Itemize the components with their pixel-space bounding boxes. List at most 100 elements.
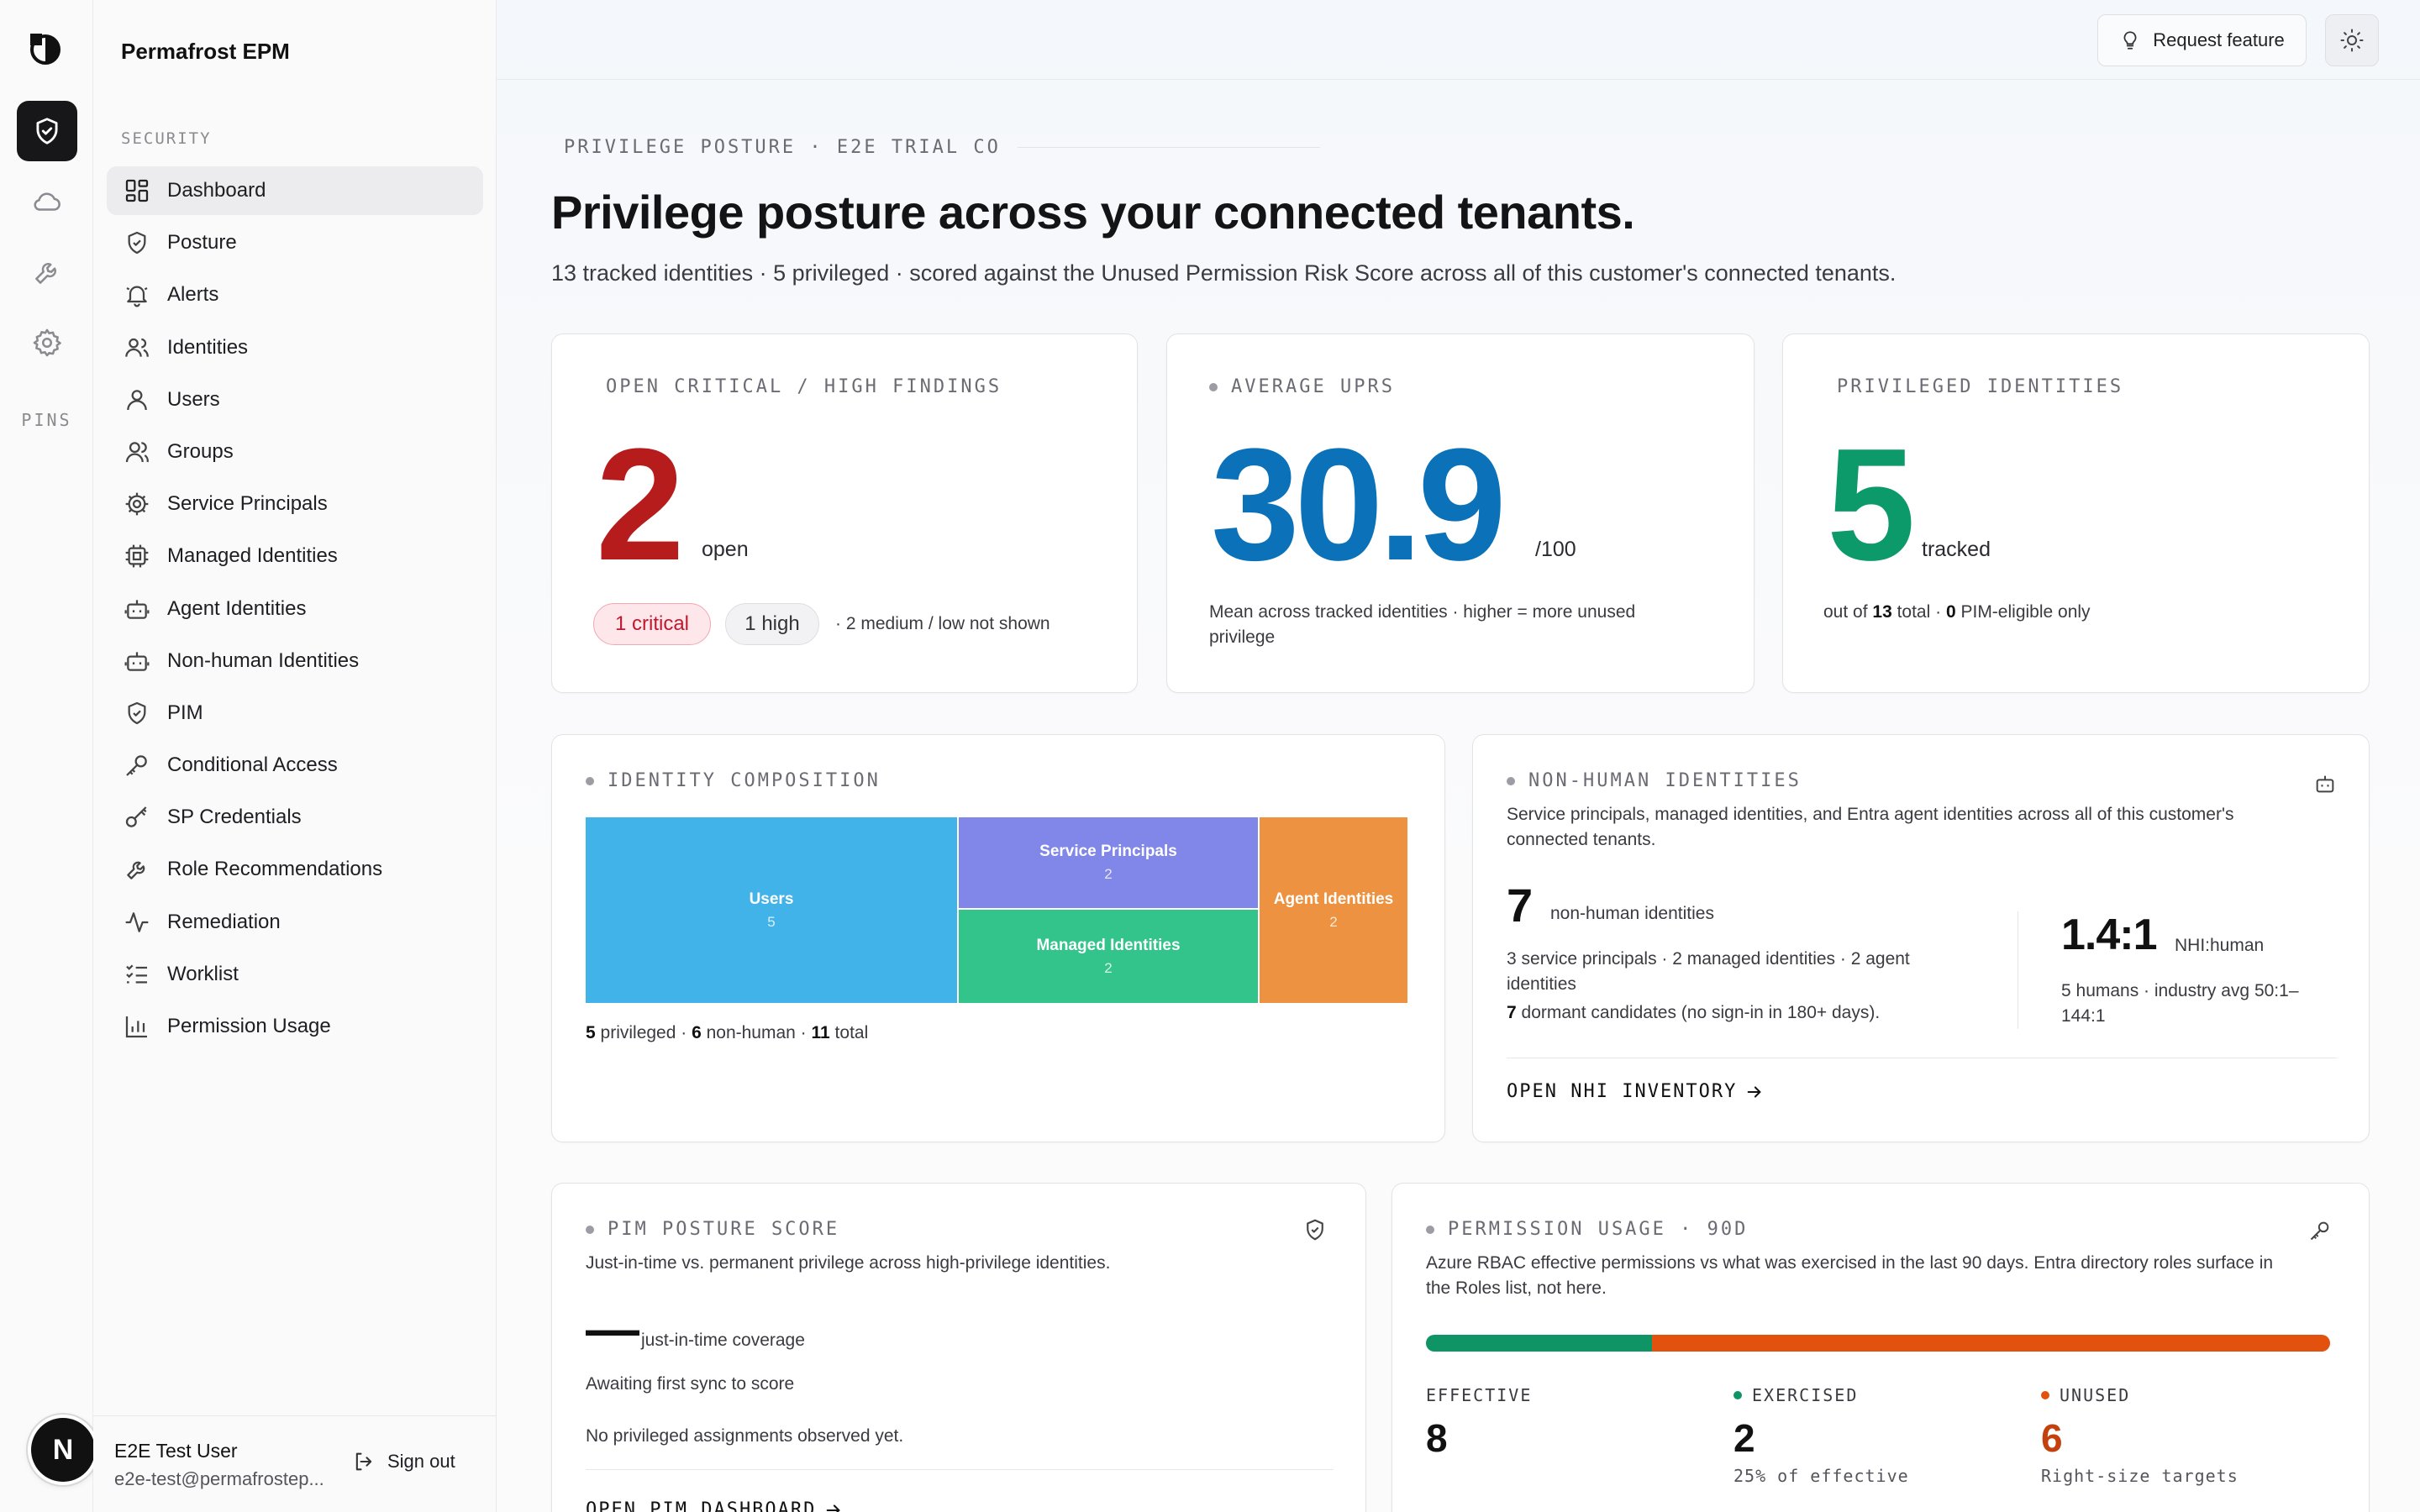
avatar[interactable]: N [31, 1418, 95, 1482]
list-checks-icon [126, 964, 147, 984]
composition-label-wrap: IDENTITY COMPOSITION [586, 770, 881, 791]
sidebar-item-dashboard[interactable]: Dashboard [107, 166, 483, 215]
sidebar: Permafrost EPM SECURITY Dashboard Postur… [93, 0, 497, 1512]
findings-note: · 2 medium / low not shown [835, 614, 1050, 633]
arrow-right-icon [1748, 1085, 1762, 1098]
sidebar-item-non-human-identities[interactable]: Non-human Identities [107, 637, 483, 685]
uprs-label: AVERAGE UPRS [1231, 376, 1395, 397]
privileged-unit: tracked [1922, 538, 1991, 561]
sidebar-item-label: Service Principals [167, 492, 328, 516]
sidebar-item-sp-credentials[interactable]: SP Credentials [107, 793, 483, 842]
sidebar-nav: Dashboard Posture Alerts Identities User… [107, 166, 483, 1054]
shield-check-icon [128, 701, 146, 725]
main-content: Request feature PRIVILEGE POSTURE · E2E … [497, 0, 2420, 1512]
nhi-label: NON-HUMAN IDENTITIES [1528, 770, 1802, 791]
sidebar-item-groups[interactable]: Groups [107, 428, 483, 476]
composition-card: IDENTITY COMPOSITION Users 5 Service Pri… [551, 734, 1445, 1142]
rail-cloud-button[interactable] [17, 171, 77, 232]
sidebar-item-users[interactable]: Users [107, 375, 483, 424]
nhi-label-wrap: NON-HUMAN IDENTITIES [1507, 770, 1802, 791]
dashboard-icon [125, 179, 149, 202]
sidebar-item-agent-identities[interactable]: Agent Identities [107, 585, 483, 633]
rail-tools-button[interactable] [17, 242, 77, 302]
request-feature-button[interactable]: Request feature [2097, 14, 2307, 66]
wrench-icon [35, 263, 56, 284]
sidebar-item-managed-identities[interactable]: Managed Identities [107, 532, 483, 580]
nhi-dormant-text: dormant candidates (no sign-in in 180+ d… [1516, 1003, 1881, 1022]
sign-out-button[interactable]: Sign out [352, 1450, 455, 1473]
findings-value: 2 [596, 416, 685, 594]
pim-no-assignments: No privileged assignments observed yet. [586, 1426, 904, 1446]
sidebar-item-conditional-access[interactable]: Conditional Access [107, 741, 483, 790]
sidebar-item-posture[interactable]: Posture [107, 218, 483, 267]
chip-icon [125, 544, 149, 568]
open-nhi-inventory-link[interactable]: OPEN NHI INVENTORY [1507, 1081, 1764, 1102]
rail-settings-button[interactable] [17, 312, 77, 373]
high-pill[interactable]: 1 high [725, 603, 819, 645]
effective-value: 8 [1426, 1416, 1448, 1460]
nhi-dormant-num: 7 [1507, 1003, 1517, 1022]
sidebar-item-service-principals[interactable]: Service Principals [107, 480, 483, 528]
treemap-cell-service-principals[interactable]: Service Principals 2 [959, 817, 1258, 908]
nhi-dormant: 7 dormant candidates (no sign-in in 180+… [1507, 1000, 1880, 1026]
effective-label: EFFECTIVE [1426, 1385, 1533, 1405]
sidebar-item-pim[interactable]: PIM [107, 689, 483, 738]
nhi-count-label: non-human identities [1550, 904, 1714, 923]
treemap-cell-name: Service Principals [1039, 843, 1177, 860]
cloud-icon [34, 192, 60, 211]
unused-value: 6 [2041, 1416, 2063, 1460]
unused-dot [2041, 1391, 2049, 1399]
composition-total-label: total [829, 1023, 869, 1042]
treemap-cell-value: 5 [767, 913, 776, 930]
identity-treemap: Users 5 Service Principals 2 Managed Ide… [586, 817, 1407, 1003]
unused-label-wrap: UNUSED [2041, 1385, 2130, 1405]
activity-icon [125, 911, 149, 932]
privileged-note: out of 13 total · 0 PIM-eligible only [1823, 600, 2091, 625]
theme-toggle-button[interactable] [2325, 14, 2379, 66]
page-title: Privilege posture across your connected … [551, 186, 1635, 239]
shield-check-icon [36, 118, 58, 144]
uprs-unit: /100 [1535, 538, 1576, 561]
key-icon [2310, 1221, 2329, 1241]
composition-nonhuman-label: non-human · [701, 1023, 812, 1042]
treemap-cell-managed-identities[interactable]: Managed Identities 2 [959, 910, 1258, 1003]
sign-out-label: Sign out [387, 1451, 455, 1472]
permission-usage-label: PERMISSION USAGE · 90D [1448, 1219, 1749, 1240]
bot-icon [2316, 775, 2334, 793]
sidebar-item-worklist[interactable]: Worklist [107, 950, 483, 999]
rail-security-button[interactable] [17, 101, 77, 161]
top-bar: Request feature [497, 0, 2420, 80]
pim-card: PIM POSTURE SCORE Just-in-time vs. perma… [551, 1183, 1366, 1512]
uprs-card[interactable]: AVERAGE UPRS 30.9 /100 Mean across track… [1166, 333, 1754, 693]
privileged-card[interactable]: PRIVILEGED IDENTITIES 5 tracked out of 1… [1782, 333, 2370, 693]
sidebar-item-alerts[interactable]: Alerts [107, 270, 483, 319]
sidebar-item-permission-usage[interactable]: Permission Usage [107, 1002, 483, 1051]
sidebar-item-label: SP Credentials [167, 806, 302, 829]
sidebar-item-remediation[interactable]: Remediation [107, 898, 483, 947]
permission-usage-description: Azure RBAC effective permissions vs what… [1426, 1253, 2274, 1298]
findings-card[interactable]: OPEN CRITICAL / HIGH FINDINGS 2 open 1 c… [551, 333, 1138, 693]
nhi-card: NON-HUMAN IDENTITIES Service principals,… [1472, 734, 2370, 1142]
unused-label: UNUSED [2060, 1385, 2131, 1405]
shield-check-icon [1307, 1219, 1323, 1241]
pim-description: Just-in-time vs. permanent privilege acr… [586, 1253, 1111, 1273]
sidebar-item-label: Posture [167, 231, 237, 255]
open-pim-dashboard-link[interactable]: OPEN PIM DASHBOARD [586, 1499, 843, 1512]
critical-pill[interactable]: 1 critical [593, 603, 711, 645]
logo-icon[interactable] [29, 32, 62, 66]
treemap-cell-users[interactable]: Users 5 [586, 817, 957, 1003]
sidebar-item-role-recommendations[interactable]: Role Recommendations [107, 845, 483, 894]
open-nhi-inventory-label: OPEN NHI INVENTORY [1507, 1081, 1738, 1102]
sidebar-item-label: Permission Usage [167, 1015, 331, 1037]
sidebar-item-label: Conditional Access [167, 753, 338, 777]
treemap-cell-agent-identities[interactable]: Agent Identities 2 [1260, 817, 1407, 1003]
permission-usage-bar [1426, 1335, 2330, 1352]
pins-label: PINS [21, 410, 72, 430]
sidebar-item-identities[interactable]: Identities [107, 323, 483, 372]
arrow-right-icon [827, 1504, 841, 1512]
privileged-value: 5 [1827, 416, 1916, 594]
key-icon [126, 755, 147, 776]
treemap-cell-value: 2 [1104, 959, 1113, 976]
user-icon [127, 389, 147, 410]
wrench-icon [127, 862, 145, 880]
